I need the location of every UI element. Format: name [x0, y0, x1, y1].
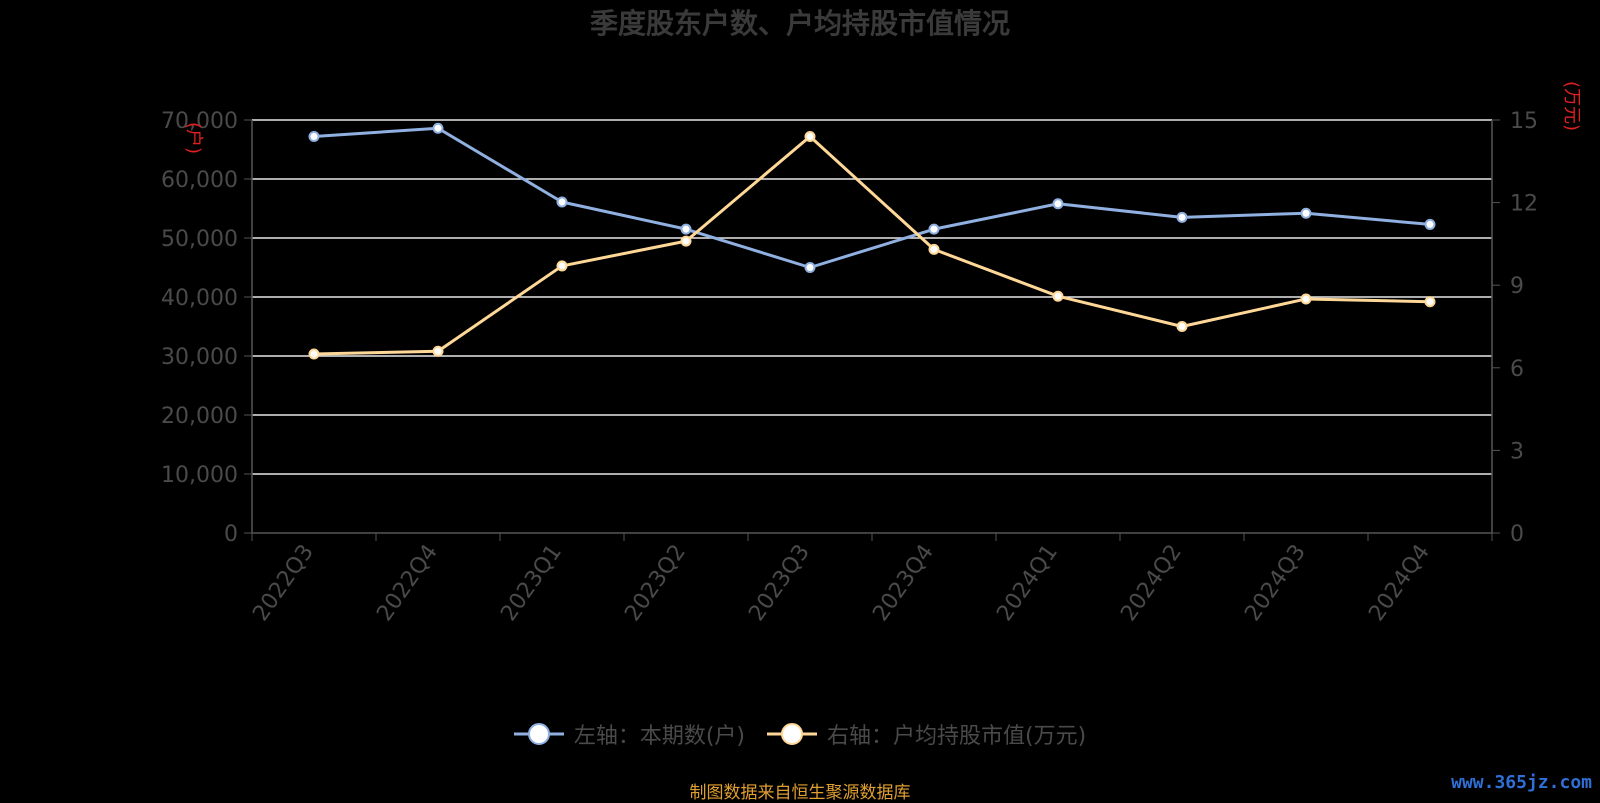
data-point	[680, 235, 692, 247]
data-point	[1300, 207, 1312, 219]
legend-marker-blue-icon	[513, 723, 564, 745]
watermark: www.365jz.com	[1451, 772, 1592, 793]
y-right-tick-label: 9	[1510, 274, 1524, 299]
x-tick-label: 2024Q1	[992, 540, 1063, 626]
x-tick-label: 2024Q3	[1240, 540, 1311, 626]
data-point	[556, 260, 568, 272]
y-left-tick-label: 50,000	[161, 227, 238, 252]
y-right-tick-label: 3	[1510, 439, 1524, 464]
x-tick-label: 2024Q4	[1364, 540, 1435, 626]
legend-label-households: 左轴：本期数(户)	[573, 724, 745, 749]
data-point	[308, 131, 320, 143]
y-left-unit-label: (户)	[183, 122, 204, 154]
data-point	[1052, 198, 1064, 210]
y-left-tick-label: 30,000	[161, 345, 238, 370]
source-note: 制图数据来自恒生聚源数据库	[689, 783, 911, 803]
data-point	[928, 223, 940, 235]
legend: 左轴：本期数(户) 右轴：户均持股市值(万元)	[0, 718, 1600, 750]
data-point	[928, 243, 940, 255]
data-point	[1176, 321, 1188, 332]
series-line-market-value	[313, 135, 1431, 356]
y-right-tick-label: 6	[1510, 357, 1524, 382]
series-line-households	[313, 126, 1431, 269]
x-tick-label: 2023Q4	[868, 540, 939, 626]
y-left-tick-label: 70,000	[161, 109, 238, 134]
chart-title: 季度股东户数、户均持股市值情况	[589, 7, 1010, 40]
data-point	[1424, 296, 1436, 308]
y-left-tick-label: 20,000	[161, 404, 238, 429]
x-tick-label: 2024Q2	[1116, 540, 1187, 626]
y-right-unit-label: (万元)	[1561, 81, 1582, 131]
x-tick-label: 2023Q1	[496, 540, 567, 626]
y-left-tick-label: 10,000	[161, 463, 238, 488]
data-point	[1176, 211, 1188, 223]
data-point	[804, 262, 816, 273]
data-point	[680, 223, 692, 235]
data-point	[432, 122, 444, 134]
y-left-tick-label: 40,000	[161, 286, 238, 311]
data-point	[556, 196, 568, 208]
x-tick-label: 2023Q2	[620, 540, 691, 626]
x-tick-label: 2022Q3	[248, 540, 319, 626]
x-tick-label: 2022Q4	[372, 540, 443, 626]
legend-item-households[interactable]: 左轴：本期数(户)	[513, 718, 745, 750]
data-point	[1052, 290, 1064, 302]
legend-marker-yellow-icon	[767, 723, 817, 745]
data-point	[804, 131, 816, 143]
data-point	[308, 348, 320, 360]
y-right-tick-label: 0	[1510, 522, 1524, 547]
y-right-tick-label: 15	[1510, 109, 1538, 134]
y-left-tick-label: 60,000	[161, 168, 238, 193]
data-point	[1424, 218, 1436, 230]
y-left-tick-label: 0	[224, 522, 238, 547]
data-point	[1300, 293, 1312, 305]
data-point	[432, 345, 444, 357]
y-right-tick-label: 12	[1510, 192, 1538, 217]
x-tick-label: 2023Q3	[744, 540, 815, 626]
legend-label-market-value: 右轴：户均持股市值(万元)	[827, 724, 1087, 749]
legend-item-market-value[interactable]: 右轴：户均持股市值(万元)	[767, 718, 1086, 750]
